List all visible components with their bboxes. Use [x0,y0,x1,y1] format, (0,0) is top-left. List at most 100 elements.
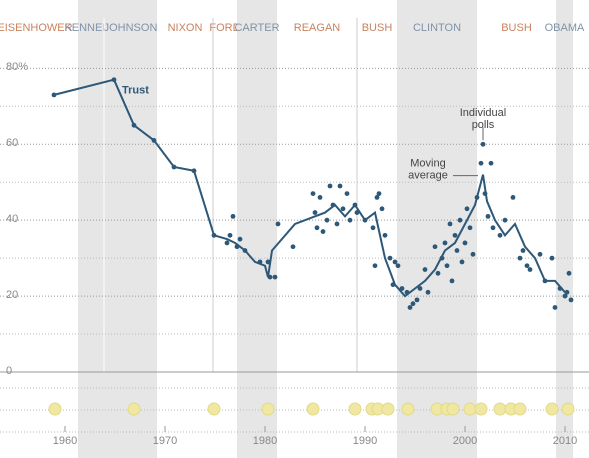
president-label: FORD [209,22,240,34]
event-marker [513,402,527,416]
poll-dot [382,232,388,238]
poll-dot [562,293,568,299]
president-label: CLINTON [413,22,461,34]
event-marker [48,402,62,416]
poll-dot [344,191,350,196]
poll-dot [395,263,401,269]
poll-dot [242,248,248,253]
poll-dot [211,232,217,238]
x-tick-label: 1970 [153,435,177,447]
event-marker [381,402,395,416]
poll-dot [399,286,405,291]
y-tick-label: 80% [6,61,28,73]
poll-dot [564,289,570,295]
poll-dot [549,255,555,261]
event-marker [261,402,275,416]
poll-dot [327,183,333,189]
poll-dot [390,282,396,288]
poll-dot [449,278,455,284]
president-label: OBAMA [545,22,585,34]
poll-dot [374,194,380,200]
president-label: BUSH [362,22,393,34]
poll-dot [337,183,343,189]
poll-dot [347,217,353,223]
poll-dot [317,194,323,200]
y-tick-label: 20 [6,289,18,301]
poll-dot [457,217,463,223]
poll-dot [376,191,382,196]
poll-dot [557,286,563,291]
poll-dot [470,251,476,257]
poll-dot [482,191,488,196]
poll-dot [497,232,503,238]
poll-dot [480,141,486,147]
poll-dot [362,217,368,223]
poll-dot [566,270,572,276]
x-tick-label: 1980 [253,435,277,447]
event-marker [463,402,477,416]
poll-dot [370,225,376,231]
poll-dot [227,232,233,238]
poll-dot [502,217,508,223]
series-label: Trust [122,85,149,97]
poll-dot [340,206,346,212]
poll-dot [352,202,358,208]
poll-dot [354,210,360,215]
poll-dot [404,289,410,295]
poll-dot [131,122,137,128]
president-band [237,0,277,458]
annotation: average [408,170,448,182]
poll-dot [410,301,416,307]
poll-dot [275,221,281,227]
event-marker [401,402,415,416]
poll-dot [51,92,57,98]
poll-dot [447,221,453,227]
poll-dot [234,244,240,250]
x-tick-label: 1960 [53,435,77,447]
event-marker [561,402,575,416]
x-tick-label: 2000 [453,435,477,447]
poll-dot [490,225,496,231]
poll-dot [442,240,448,246]
y-tick-label: 0 [6,365,12,377]
poll-dot [552,305,558,310]
president-band [556,0,573,458]
event-marker [207,402,221,416]
poll-dot [334,221,340,227]
event-marker [474,402,488,416]
poll-dot [372,263,378,269]
poll-dot [310,191,316,196]
poll-dot [392,259,398,265]
poll-dot [459,259,465,265]
poll-dot [464,206,470,212]
poll-dot [111,77,117,83]
poll-dot [454,248,460,253]
poll-dot [474,194,480,200]
annotation: Moving [410,158,445,170]
poll-dot [237,236,243,242]
poll-dot [524,263,530,269]
poll-dot [312,210,318,215]
president-label: EISENHOWER [0,22,73,34]
poll-dot [452,232,458,238]
poll-dot [444,263,450,269]
annotation: polls [472,119,495,131]
event-marker [545,402,559,416]
president-band [397,0,477,458]
poll-dot [320,229,326,234]
poll-dot [478,160,484,166]
poll-dot [568,297,574,303]
y-tick-label: 40 [6,213,18,225]
poll-dot [314,225,320,231]
president-band [104,0,157,458]
poll-dot [462,240,468,246]
poll-dot [439,255,445,261]
poll-dot [537,251,543,257]
poll-dot [290,244,296,250]
poll-dot [387,255,393,261]
poll-dot [542,278,548,284]
poll-dot [224,240,230,246]
poll-dot [432,244,438,250]
president-label: NIXON [168,22,203,34]
poll-dot [422,267,428,272]
